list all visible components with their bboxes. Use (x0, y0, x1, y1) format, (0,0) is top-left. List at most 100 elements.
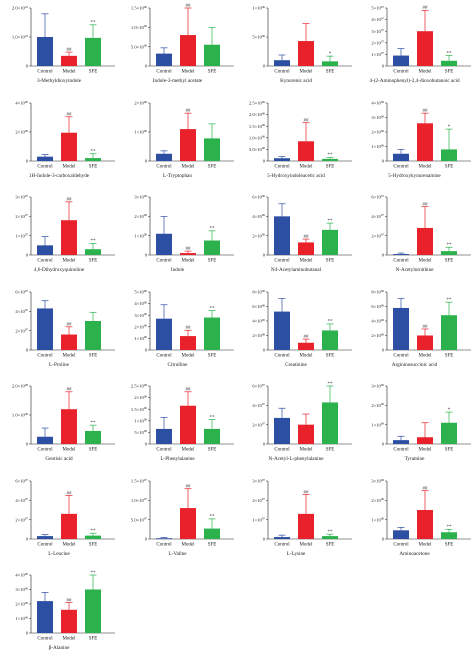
chart-panel: 0 2×1007 4×1007 6×1007 Control ## Model ** SFE L-… (0, 473, 118, 568)
bar-chart: 0 1×1007 2×1007 3×1007 4×1007 5×1007 Control ##… (371, 5, 471, 75)
y-tick-label: 0 (381, 158, 384, 163)
x-tick-label: SFE (326, 259, 335, 264)
x-tick-label: Model (62, 448, 76, 453)
y-tick-label: 0 (144, 253, 147, 258)
y-tick-label: 2.5×1006 (249, 99, 266, 105)
x-tick-label: Model (299, 164, 313, 169)
bar (322, 329, 338, 350)
y-tick-label: 0 (381, 347, 384, 352)
bar (85, 157, 101, 161)
y-tick-label: 5.0×1006 (130, 43, 147, 49)
x-tick-label: Control (274, 70, 290, 75)
x-tick-label: Control (393, 353, 409, 358)
bar-chart: 0 5×1006 1×1006 Control Model * SFE (252, 5, 352, 75)
y-tick-label: 1.0×1006 (249, 134, 266, 140)
y-tick-label: 4×1006 (252, 213, 265, 219)
bar (440, 422, 457, 444)
y-tick-label: 1×1007 (15, 232, 28, 238)
y-tick-label: 2×1006 (252, 332, 265, 338)
y-tick-exponent: 07 (25, 477, 29, 481)
bar (274, 157, 290, 161)
y-tick-exponent: 07 (380, 51, 384, 55)
y-tick-label: 1×1006 (134, 418, 147, 424)
chart-title: N4-Acetylaminobutanal (270, 267, 322, 273)
x-tick-label: SFE (89, 164, 98, 169)
y-tick-label: 2.0×1006 (12, 383, 29, 389)
y-tick-label: 5.0×1006 (249, 146, 266, 152)
chart-panel: 0 1.0×1010 2.0×1010 Control ## Model ** SFE 3-Me… (0, 0, 118, 95)
x-tick-label: SFE (89, 353, 98, 358)
chart-panel: 0 1×1006 2×1006 3×1006 4×1006 Control ## Model *… (356, 95, 474, 190)
bar (203, 240, 220, 255)
bar (61, 132, 77, 161)
x-tick-label: Control (156, 70, 172, 75)
x-tick-label: Model (418, 448, 432, 453)
y-tick-label: 4×1006 (371, 99, 384, 105)
y-tick-label: 6×1006 (252, 194, 265, 200)
y-tick-exponent: 06 (380, 303, 384, 307)
y-tick-label: 2×1007 (252, 421, 265, 427)
y-tick-exponent: 06 (262, 194, 266, 198)
y-tick-label: 3×1006 (371, 383, 384, 389)
bar (274, 60, 290, 66)
bar (274, 311, 290, 350)
bar (203, 44, 220, 66)
bar-chart: 0 1×1006 2×1006 3×1006 Control ## Model ** SFE (134, 194, 234, 264)
y-tick-exponent: 07 (380, 5, 384, 9)
y-tick-label: 1×1006 (252, 5, 265, 11)
y-tick-label: 1×1006 (134, 232, 147, 238)
chart-title: 5-Hydroxykynurenamine (388, 172, 441, 179)
y-tick-label: 0 (144, 536, 147, 541)
bar (61, 55, 77, 66)
x-tick-label: SFE (326, 542, 335, 547)
bar (61, 334, 77, 350)
x-tick-label: Model (62, 164, 76, 169)
bar (440, 60, 457, 66)
significance-marker: ## (185, 484, 191, 489)
bar (274, 216, 290, 255)
x-tick-label: Control (37, 164, 53, 169)
y-tick-label: 3×1007 (371, 28, 384, 34)
chart-panel: 0 2×1007 4×1007 6×1007 Control ## Model ** SFE N-… (356, 189, 474, 284)
y-tick-exponent: 06 (25, 601, 29, 605)
y-tick-exponent: 06 (262, 232, 266, 236)
y-tick-exponent: 06 (143, 406, 147, 410)
significance-marker: ** (91, 421, 97, 426)
significance-marker: ## (185, 388, 191, 393)
bar (203, 317, 220, 350)
y-tick-exponent: 10 (25, 34, 29, 38)
x-tick-label: Control (393, 259, 409, 264)
significance-marker: ## (67, 322, 73, 327)
x-tick-label: Control (393, 448, 409, 453)
y-tick-exponent: 06 (143, 394, 147, 398)
chart-title: 3-Methyldioxyindole (36, 78, 82, 84)
x-tick-label: SFE (89, 259, 98, 264)
bar (322, 535, 338, 539)
y-tick-label: 5×1007 (371, 5, 384, 11)
y-tick-exponent: 06 (143, 288, 147, 292)
chart-title: L-Tryptophan (163, 172, 192, 179)
y-tick-label: 6×1007 (252, 383, 265, 389)
bar-chart: 0 1×1006 2×1006 3×1006 4×1006 Control ## Model *… (15, 571, 115, 642)
x-tick-label: Control (274, 353, 290, 358)
chart-title: 4-(2-Aminophenyl)-2,4-dioxobutanoic acid (369, 78, 460, 84)
y-tick-label: 3×1006 (134, 312, 147, 318)
bar (85, 535, 101, 539)
bar-chart: 0 5.0×1007 1.0×1007 1.5×1007 Control ## Model *… (130, 477, 234, 547)
y-tick-exponent: 06 (262, 134, 266, 138)
y-tick-label: 4×1007 (371, 213, 384, 219)
x-tick-label: SFE (326, 448, 335, 453)
bar (179, 335, 196, 350)
x-tick-label: SFE (444, 448, 453, 453)
chart-title: Kynurenic acid (280, 78, 312, 84)
significance-marker: * (447, 124, 450, 129)
significance-marker: ** (209, 227, 215, 232)
bar (392, 55, 409, 66)
bar (322, 229, 338, 255)
y-tick-label: 3×1006 (371, 477, 384, 483)
y-tick-exponent: 06 (380, 497, 384, 501)
y-tick-label: 2.0×1010 (12, 5, 29, 11)
bar (322, 402, 338, 444)
y-tick-label: 1.0×1006 (130, 24, 147, 30)
y-tick-label: 0 (26, 158, 29, 163)
